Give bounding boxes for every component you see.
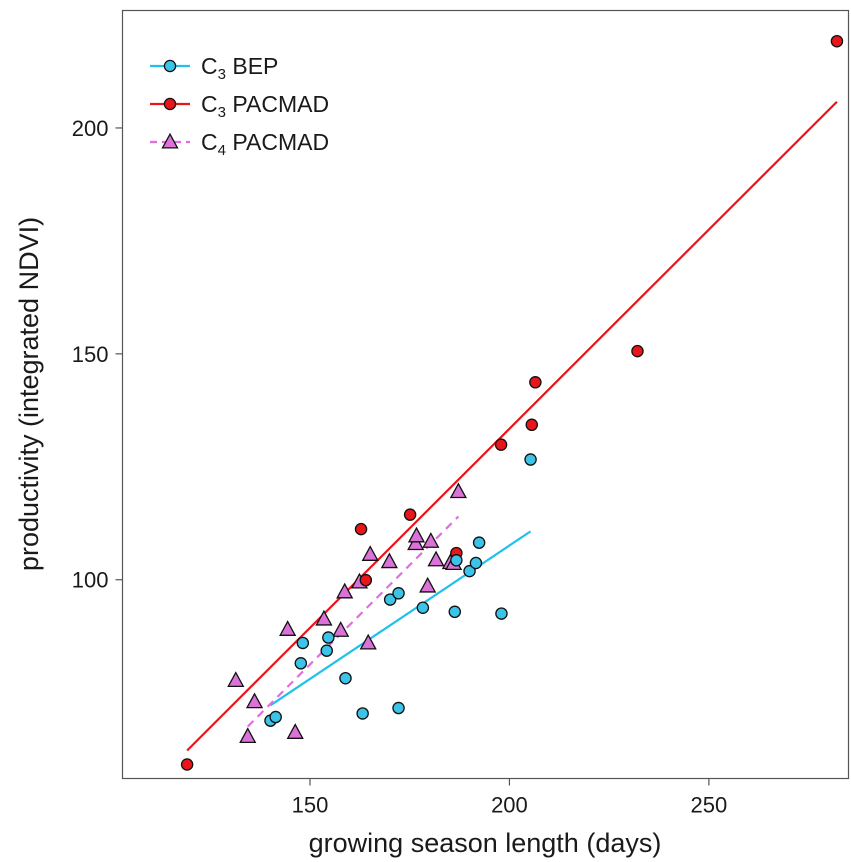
point-c3-pacmad — [631, 344, 644, 358]
legend-key-marker-c4-pacmad — [161, 132, 179, 149]
x-tick-label: 200 — [491, 793, 528, 818]
legend-label-main: C — [201, 53, 218, 79]
legend-label-rest: BEP — [226, 53, 278, 79]
plot-area-frame — [121, 9, 850, 780]
fit-line-c4-pacmad — [246, 515, 460, 728]
point-c4-pacmad — [359, 633, 377, 650]
point-c3-bep — [495, 607, 508, 620]
y-tick-label: 150 — [72, 342, 109, 367]
point-c3-bep — [356, 707, 369, 720]
legend-key-marker-c3-bep — [163, 59, 177, 73]
data-points — [180, 34, 844, 771]
fit-line-c3-bep — [269, 530, 532, 707]
point-c3-bep — [339, 671, 352, 685]
fit-lines — [186, 100, 838, 752]
y-tick-label: 200 — [72, 116, 109, 141]
point-c3-pacmad — [354, 522, 368, 536]
legend-label-subscript: 3 — [218, 104, 226, 121]
point-c3-bep — [294, 657, 308, 670]
point-c3-bep — [296, 636, 310, 650]
point-c3-bep — [450, 554, 463, 567]
point-c3-pacmad — [529, 376, 542, 389]
point-c4-pacmad — [419, 576, 437, 593]
point-c3-bep — [383, 593, 397, 606]
point-c3-bep — [472, 536, 486, 549]
y-tick-label: 100 — [72, 568, 109, 593]
point-c3-bep — [416, 601, 430, 614]
x-tick-label: 250 — [691, 793, 728, 818]
y-axis: 100 150 200 — [72, 116, 123, 593]
point-c4-pacmad — [286, 723, 304, 739]
point-c4-pacmad — [407, 534, 425, 551]
point-c3-bep — [524, 453, 537, 466]
point-c3-bep — [392, 701, 405, 715]
y-axis-title: productivity (integrated NDVI) — [14, 217, 44, 571]
point-c4-pacmad — [279, 620, 297, 636]
point-c3-pacmad — [403, 508, 417, 521]
legend-label-rest: PACMAD — [226, 129, 329, 155]
point-c4-pacmad — [245, 692, 264, 709]
point-c3-pacmad — [525, 418, 539, 432]
legend-label-subscript: 3 — [218, 66, 226, 83]
point-c3-bep — [322, 631, 335, 644]
point-c4-pacmad — [336, 582, 354, 599]
point-c3-bep — [320, 644, 333, 657]
point-c4-pacmad — [407, 526, 426, 543]
legend-label-c3-bep: C3 BEP — [201, 53, 278, 83]
point-c3-pacmad — [180, 758, 194, 771]
x-tick-label: 150 — [292, 793, 329, 818]
point-c3-bep — [269, 710, 282, 724]
point-c3-bep — [469, 556, 483, 570]
point-c3-pacmad — [359, 573, 373, 587]
legend-key-marker-c3-pacmad — [163, 97, 177, 111]
point-c4-pacmad — [227, 671, 245, 688]
point-c3-bep — [463, 564, 476, 578]
point-c3-pacmad — [494, 438, 508, 451]
legend-label-c3-pacmad: C3 PACMAD — [201, 91, 329, 121]
legend-label-main: C — [201, 129, 218, 155]
legend-label-main: C — [201, 91, 218, 117]
point-c3-bep — [392, 587, 405, 600]
point-c4-pacmad — [239, 727, 257, 744]
point-c4-pacmad — [332, 621, 350, 637]
x-axis-title: growing season length (days) — [309, 828, 662, 858]
legend-label-subscript: 4 — [218, 142, 226, 159]
point-c4-pacmad — [315, 609, 333, 626]
x-axis: 150 200 250 — [292, 778, 728, 818]
point-c4-pacmad — [427, 550, 445, 567]
legend-label-rest: PACMAD — [226, 91, 329, 117]
point-c4-pacmad — [361, 545, 379, 561]
point-c3-pacmad — [830, 34, 844, 48]
point-c4-pacmad — [422, 532, 440, 548]
point-c4-pacmad — [449, 482, 467, 499]
fit-line-c3-pacmad — [186, 100, 838, 752]
legend-label-c4-pacmad: C4 PACMAD — [201, 129, 329, 159]
point-c3-bep — [448, 605, 462, 619]
point-c4-pacmad — [380, 552, 398, 569]
